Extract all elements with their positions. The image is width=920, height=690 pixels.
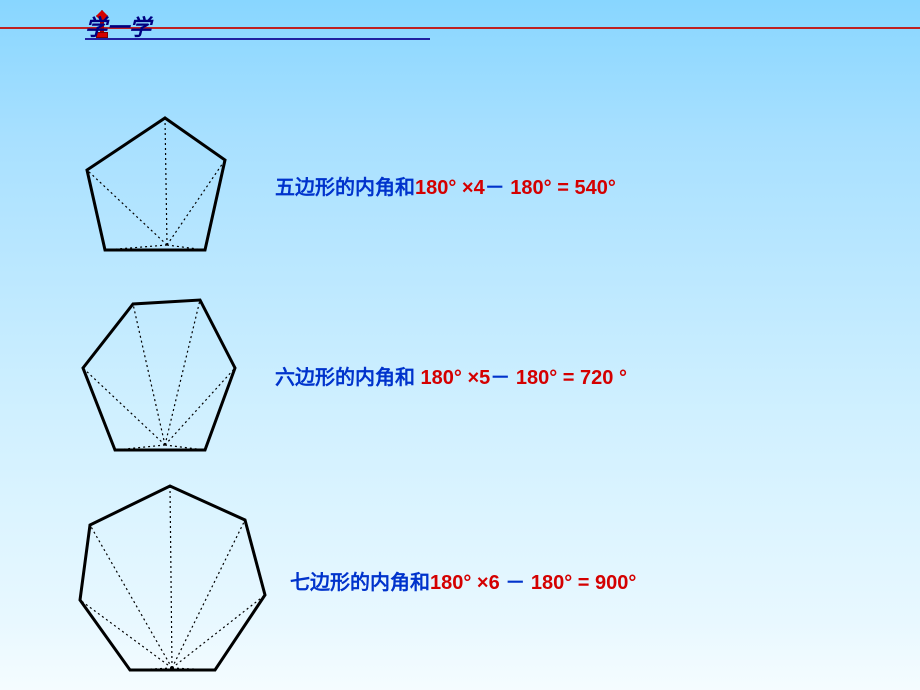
heptagon-calc: 180° ×6 [430, 572, 505, 594]
pentagon-eq: = 540° [557, 177, 616, 199]
row-hexagon: 六边形的内角和 180° ×5－ 180° = 720 ° [75, 290, 627, 460]
pentagon-text: 五边形的内角和180° ×4－ 180° = 540° [275, 171, 616, 200]
pentagon-sub: 180° [505, 177, 557, 199]
hexagon-sub: 180° [510, 367, 562, 389]
heptagon-sub: 180° [525, 572, 577, 594]
hexagon-text: 六边形的内角和 180° ×5－ 180° = 720 ° [275, 361, 627, 390]
heptagon-minus: － [505, 572, 525, 594]
pentagon-label: 五边形的内角和 [275, 177, 415, 199]
heptagon-label: 七边形的内角和 [290, 572, 430, 594]
hexagon-label: 六边形的内角和 [275, 367, 415, 389]
pentagon-minus: － [485, 177, 505, 199]
hexagon-calc: 180° ×5 [415, 367, 490, 389]
row-heptagon: 七边形的内角和180° ×6 － 180° = 900° [70, 480, 636, 680]
hexagon-eq: = 720 ° [563, 367, 627, 389]
heptagon-shape [70, 480, 270, 680]
hexagon-shape [75, 290, 245, 460]
heptagon-text: 七边形的内角和180° ×6 － 180° = 900° [290, 566, 636, 595]
pentagon-shape [75, 110, 235, 260]
row-pentagon: 五边形的内角和180° ×4－ 180° = 540° [75, 110, 616, 260]
heptagon-eq: = 900° [578, 572, 637, 594]
hexagon-minus: － [490, 367, 510, 389]
pentagon-calc: 180° ×4 [415, 177, 485, 199]
header-underline [85, 38, 430, 40]
